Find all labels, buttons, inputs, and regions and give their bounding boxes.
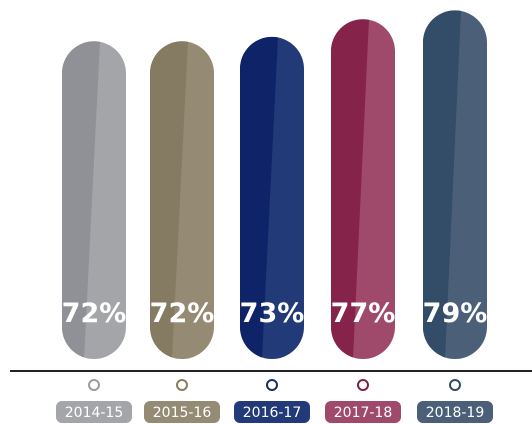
bar-shade [150, 41, 188, 360]
bar-shade [240, 36, 278, 359]
category-label: 2015-16 [153, 405, 212, 421]
category-badge-bg [417, 401, 493, 423]
bar-2016-17: 73% [240, 36, 305, 359]
value-label: 77% [331, 298, 396, 329]
category-label: 2014-15 [65, 405, 124, 421]
category-label: 2016-17 [243, 405, 302, 421]
category-badge: 2014-15 [56, 401, 132, 423]
value-label: 72% [62, 298, 127, 329]
axis-marker [266, 379, 278, 391]
bar-shade [331, 19, 369, 360]
category-label: 2017-18 [334, 405, 393, 421]
markers-group [88, 379, 461, 391]
value-label: 72% [150, 298, 215, 329]
axis-marker [88, 379, 100, 391]
bar-2017-18: 77% [331, 19, 396, 360]
category-badge-bg [325, 401, 401, 423]
category-label: 2018-19 [426, 405, 485, 421]
bar-2015-16: 72% [150, 41, 215, 360]
category-badge: 2017-18 [325, 401, 401, 423]
bar-shade [62, 41, 100, 360]
axis-marker [449, 379, 461, 391]
category-badge-bg [56, 401, 132, 423]
category-badge: 2016-17 [234, 401, 310, 423]
axis-marker [357, 379, 369, 391]
bar-2014-15: 72% [62, 41, 127, 360]
value-label: 73% [240, 298, 305, 329]
axis-marker [176, 379, 188, 391]
bars-group: 72% 72% 73% 77% 79% [62, 10, 488, 360]
bar-2018-19: 79% [423, 10, 488, 359]
category-badge: 2015-16 [144, 401, 220, 423]
category-badge-bg [144, 401, 220, 423]
category-labels-group: 2014-15 2015-16 2016-17 2017-18 2018-19 [56, 401, 493, 423]
category-badge: 2018-19 [417, 401, 493, 423]
category-badge-bg [234, 401, 310, 423]
bar-shade [423, 10, 461, 359]
value-label: 79% [423, 298, 488, 329]
